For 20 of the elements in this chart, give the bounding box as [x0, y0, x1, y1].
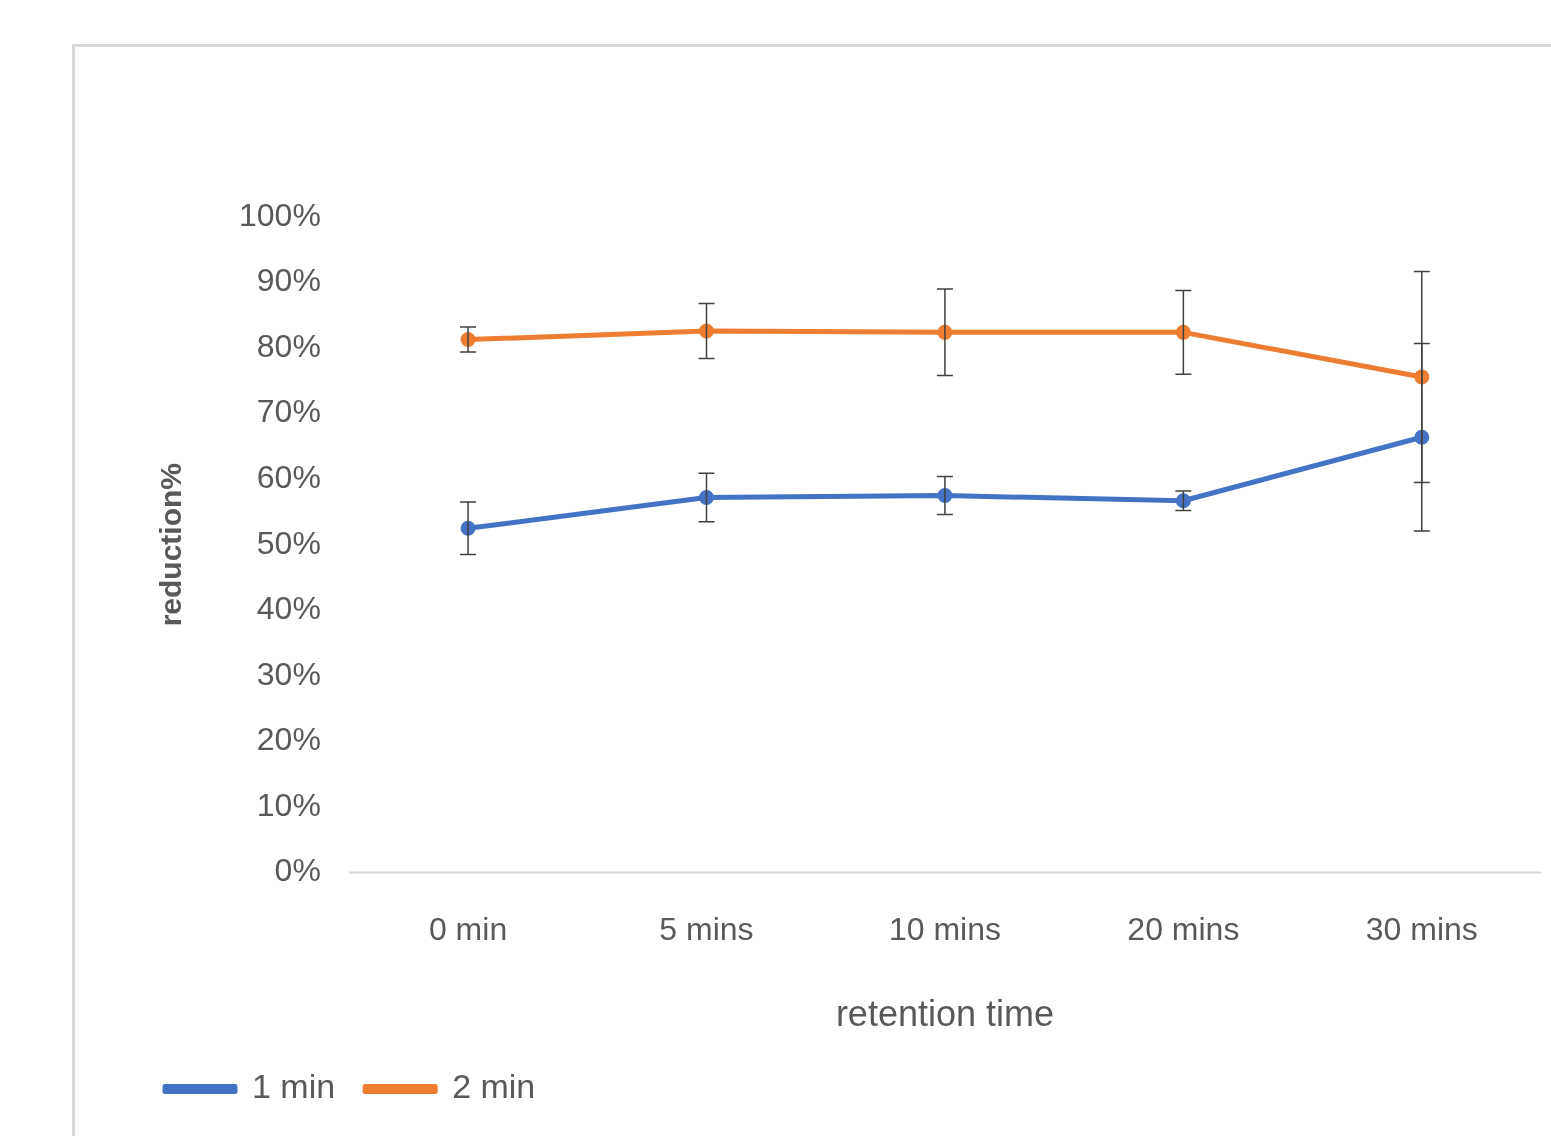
x-tick-label: 0 min	[428, 911, 508, 948]
x-tick-label: 10 mins	[888, 911, 1001, 948]
legend-label: 1 min	[252, 1067, 336, 1106]
y-tick-label: 100%	[239, 196, 321, 233]
y-tick-label: 70%	[256, 393, 321, 430]
y-tick-label: 50%	[256, 524, 321, 561]
x-tick-label: 5 mins	[659, 911, 754, 948]
y-tick-label: 40%	[256, 590, 321, 627]
legend-label: 2 min	[452, 1067, 536, 1106]
y-axis-title: reduction%	[154, 463, 188, 627]
y-tick-label: 0%	[274, 852, 321, 889]
x-axis-title: retention time	[835, 993, 1054, 1035]
y-tick-label: 60%	[256, 458, 321, 495]
x-tick-label: 20 mins	[1127, 911, 1240, 948]
x-tick-label: 30 mins	[1365, 911, 1478, 948]
y-tick-label: 20%	[256, 721, 321, 758]
y-tick-label: 90%	[256, 262, 321, 299]
y-tick-label: 30%	[256, 655, 321, 692]
y-tick-label: 10%	[256, 786, 321, 823]
y-tick-label: 80%	[256, 327, 321, 364]
